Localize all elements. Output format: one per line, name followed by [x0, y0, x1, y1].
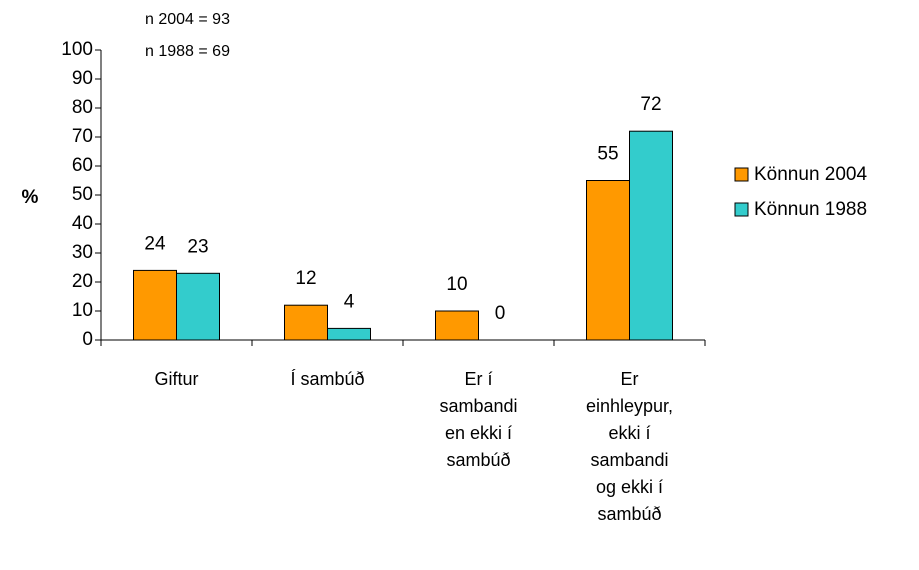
- x-tick-label: Er einhleypur, ekki í sambandi og ekki í…: [585, 369, 674, 524]
- value-label: 24: [144, 233, 166, 254]
- y-tick-label: 40: [72, 213, 93, 234]
- y-tick-label: 80: [72, 97, 93, 118]
- y-tick-label: 0: [82, 329, 93, 350]
- y-tick-label: 50: [72, 184, 93, 205]
- y-tick-label: 30: [72, 242, 93, 263]
- legend-label: Könnun 1988: [754, 199, 867, 220]
- bar: [284, 304, 328, 341]
- value-label: 12: [295, 268, 316, 289]
- bar: [629, 130, 673, 341]
- y-tick-label: 20: [72, 271, 93, 292]
- bar: [327, 327, 371, 341]
- bar: [586, 180, 630, 341]
- y-tick-label: 60: [72, 155, 93, 176]
- y-axis-label: %: [22, 187, 39, 208]
- x-tick-label: Í sambúð: [290, 369, 365, 389]
- annotation: n 2004 = 93: [145, 11, 230, 28]
- x-tick-label: Er í sambandi en ekki í sambúð: [439, 369, 518, 470]
- value-label: 23: [187, 236, 208, 257]
- value-label: 4: [344, 291, 355, 312]
- x-tick-label: Giftur: [154, 369, 199, 389]
- y-tick-label: 10: [72, 300, 93, 321]
- legend-swatch: [734, 202, 749, 217]
- value-label: 55: [597, 144, 618, 165]
- legend-label: Könnun 2004: [754, 164, 867, 185]
- annotation: n 1988 = 69: [145, 43, 230, 60]
- y-tick-label: 100: [61, 39, 93, 60]
- y-tick-label: 70: [72, 126, 93, 147]
- value-label: 0: [495, 303, 506, 324]
- y-tick-label: 90: [72, 68, 93, 89]
- bar: [133, 269, 177, 341]
- value-label: 10: [446, 274, 467, 295]
- bar: [435, 310, 479, 341]
- bar: [176, 272, 220, 341]
- value-label: 72: [640, 94, 661, 115]
- legend-swatch: [734, 167, 749, 182]
